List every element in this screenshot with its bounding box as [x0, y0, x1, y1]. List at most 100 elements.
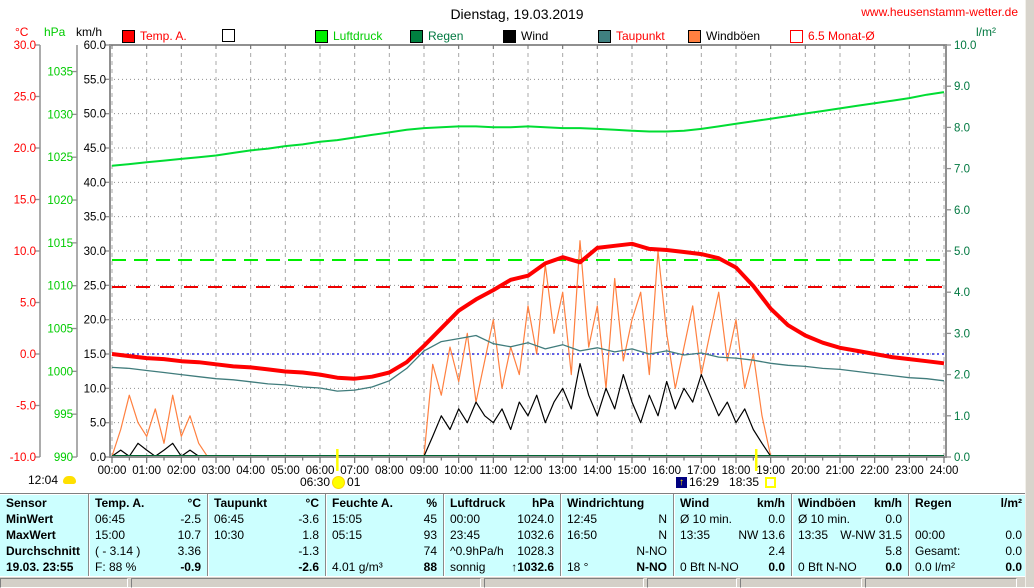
legend-swatch [503, 29, 516, 43]
table-row: -2.6 [298, 560, 319, 574]
tick-label-pressure: 1015 [47, 238, 73, 250]
table-row: 06:45 -3.6 [214, 512, 319, 526]
x-tick-label: 00:00 [98, 465, 127, 477]
tick-label-pressure: 1035 [47, 67, 73, 79]
tick-label-temp: 15.0 [14, 195, 36, 207]
table-row: 16:50 N [567, 528, 667, 542]
legend-item-blank[interactable] [222, 29, 240, 42]
legend-swatch [122, 29, 135, 43]
table-row: 0 Bft N-NO 0.0 [680, 560, 785, 574]
table-row: Ø 10 min. 0.0 [798, 512, 902, 526]
x-tick-label: 16:00 [652, 465, 681, 477]
tick-label-wind: 60.0 [84, 40, 106, 52]
tick-label-temp: 20.0 [14, 143, 36, 155]
legend-swatch [790, 29, 803, 43]
tick-label-pressure: 1020 [47, 195, 73, 207]
tick-label-wind: 20.0 [84, 315, 106, 327]
table-col-header: Windböen km/h [798, 496, 902, 510]
x-tick-label: 01:00 [132, 465, 161, 477]
table-col-header: Windrichtung [567, 496, 645, 510]
tick-label-wind: 10.0 [84, 383, 106, 395]
table-row-label: Durchschnitt [6, 544, 81, 558]
tick-label-wind: 25.0 [84, 280, 106, 292]
legend-swatch [315, 29, 328, 43]
tick-label-rain: 8.0 [954, 122, 970, 134]
legend-item-temp-a-[interactable]: Temp. A. [122, 29, 187, 43]
table-row: 4.01 g/m³ 88 [332, 560, 437, 574]
x-tick-label: 03:00 [202, 465, 231, 477]
website-link[interactable]: www.heusenstamm-wetter.de [861, 5, 1018, 19]
x-tick-label: 15:00 [618, 465, 647, 477]
legend-item-luftdruck[interactable]: Luftdruck [315, 29, 382, 43]
pressure-axis-unit: hPa [44, 25, 66, 39]
tick-label-rain: 9.0 [954, 81, 970, 93]
table-row: Ø 10 min. 0.0 [680, 512, 785, 526]
tick-label-temp: -10.0 [10, 452, 36, 464]
legend-item-6-5-monat-[interactable]: 6.5 Monat-Ø [790, 29, 875, 43]
table-row-label: MinWert [6, 512, 54, 526]
page-title: Dienstag, 19.03.2019 [450, 6, 584, 22]
legend-item-taupunkt[interactable]: Taupunkt [598, 29, 665, 43]
temp-axis-unit: °C [15, 25, 29, 39]
x-tick-label: 07:00 [340, 465, 369, 477]
table-row: 0.0 l/m² 0.0 [915, 560, 1022, 574]
table-row: N-NO [636, 544, 667, 558]
x-tick-label: 19:00 [756, 465, 785, 477]
tick-label-temp: 10.0 [14, 246, 36, 258]
table-col-header: Temp. A. °C [95, 496, 201, 510]
tick-label-wind: 45.0 [84, 143, 106, 155]
sunset-annotation: ↑ 16:29 18:35 [676, 475, 777, 489]
x-tick-label: 05:00 [271, 465, 300, 477]
tick-label-rain: 1.0 [954, 411, 970, 423]
x-tick-label: 20:00 [791, 465, 820, 477]
tick-label-wind: 50.0 [84, 109, 106, 121]
table-col-sensor: Sensor MinWert MaxWert Durchschnitt 19.03. 2… [0, 494, 88, 576]
legend-label: 6.5 Monat-Ø [808, 29, 875, 43]
moonrise-time: 12:04 [28, 473, 59, 487]
legend-item-windb-en[interactable]: Windböen [688, 29, 760, 43]
legend-item-regen[interactable]: Regen [410, 29, 463, 43]
legend-label: Regen [428, 29, 464, 43]
tick-label-temp: 30.0 [14, 40, 36, 52]
tick-label-wind: 0.0 [90, 452, 106, 464]
table-col-wind: Wind km/h Ø 10 min. 0.0 13:35 NW 13.6 2.4 0 Bft… [673, 494, 791, 576]
table-row: 2.4 [768, 544, 785, 558]
plot-border [109, 44, 947, 458]
table-col-header: Feuchte A.% [332, 496, 437, 510]
table-row: 13:35 NW 13.6 [680, 528, 785, 542]
table-row: 15:05 45 [332, 512, 437, 526]
tick-label-rain: 2.0 [954, 370, 970, 382]
series-taupunkt [111, 334, 945, 392]
table-col-windrichtung: Windrichtung 12:45 N 16:50 N N-NO 18 ° N-NO [560, 494, 673, 576]
moon-icon [63, 476, 77, 484]
tick-label-temp: 5.0 [20, 298, 36, 310]
x-tick-label: 18:00 [722, 465, 751, 477]
sensor-summary-table: Sensor MinWert MaxWert Durchschnitt 19.03. 2… [0, 493, 1034, 576]
table-row: 05:15 93 [332, 528, 437, 542]
legend-swatch [688, 29, 701, 43]
series-wind [111, 363, 944, 457]
tick-label-rain: 6.0 [954, 205, 970, 217]
table-row: 12:45 N [567, 512, 667, 526]
tick-label-rain: 7.0 [954, 164, 970, 176]
x-tick-label: 22:00 [860, 465, 889, 477]
table-row: Gesamt: 0.0 [915, 544, 1022, 558]
table-col-luftdruck: Luftdruck hPa 00:00 1024.0 23:45 1032.6 ^0.9hP… [443, 494, 560, 576]
tick-label-pressure: 1010 [47, 281, 73, 293]
table-col-header: Regen l/m² [915, 496, 1022, 510]
x-tick-label: 11:00 [479, 465, 507, 477]
tick-label-pressure: 995 [54, 409, 73, 421]
window-right-edge[interactable] [1025, 0, 1034, 587]
table-row: 13:35 W-NW 31.5 [798, 528, 902, 542]
table-row: ( - 3.14 ) 3.36 [95, 544, 201, 558]
chart-series [111, 91, 945, 458]
table-row: 5.8 [885, 544, 902, 558]
sunrise-annotation: 06:30 01 [300, 475, 360, 489]
series-luftdruck [111, 91, 945, 167]
legend-item-wind[interactable]: Wind [503, 29, 548, 43]
tick-label-wind: 5.0 [90, 418, 106, 430]
moonset-icon: ↑ [676, 476, 687, 488]
x-tick-label: 21:00 [826, 465, 855, 477]
x-tick-label: 23:00 [895, 465, 924, 477]
status-bar [0, 577, 1034, 588]
